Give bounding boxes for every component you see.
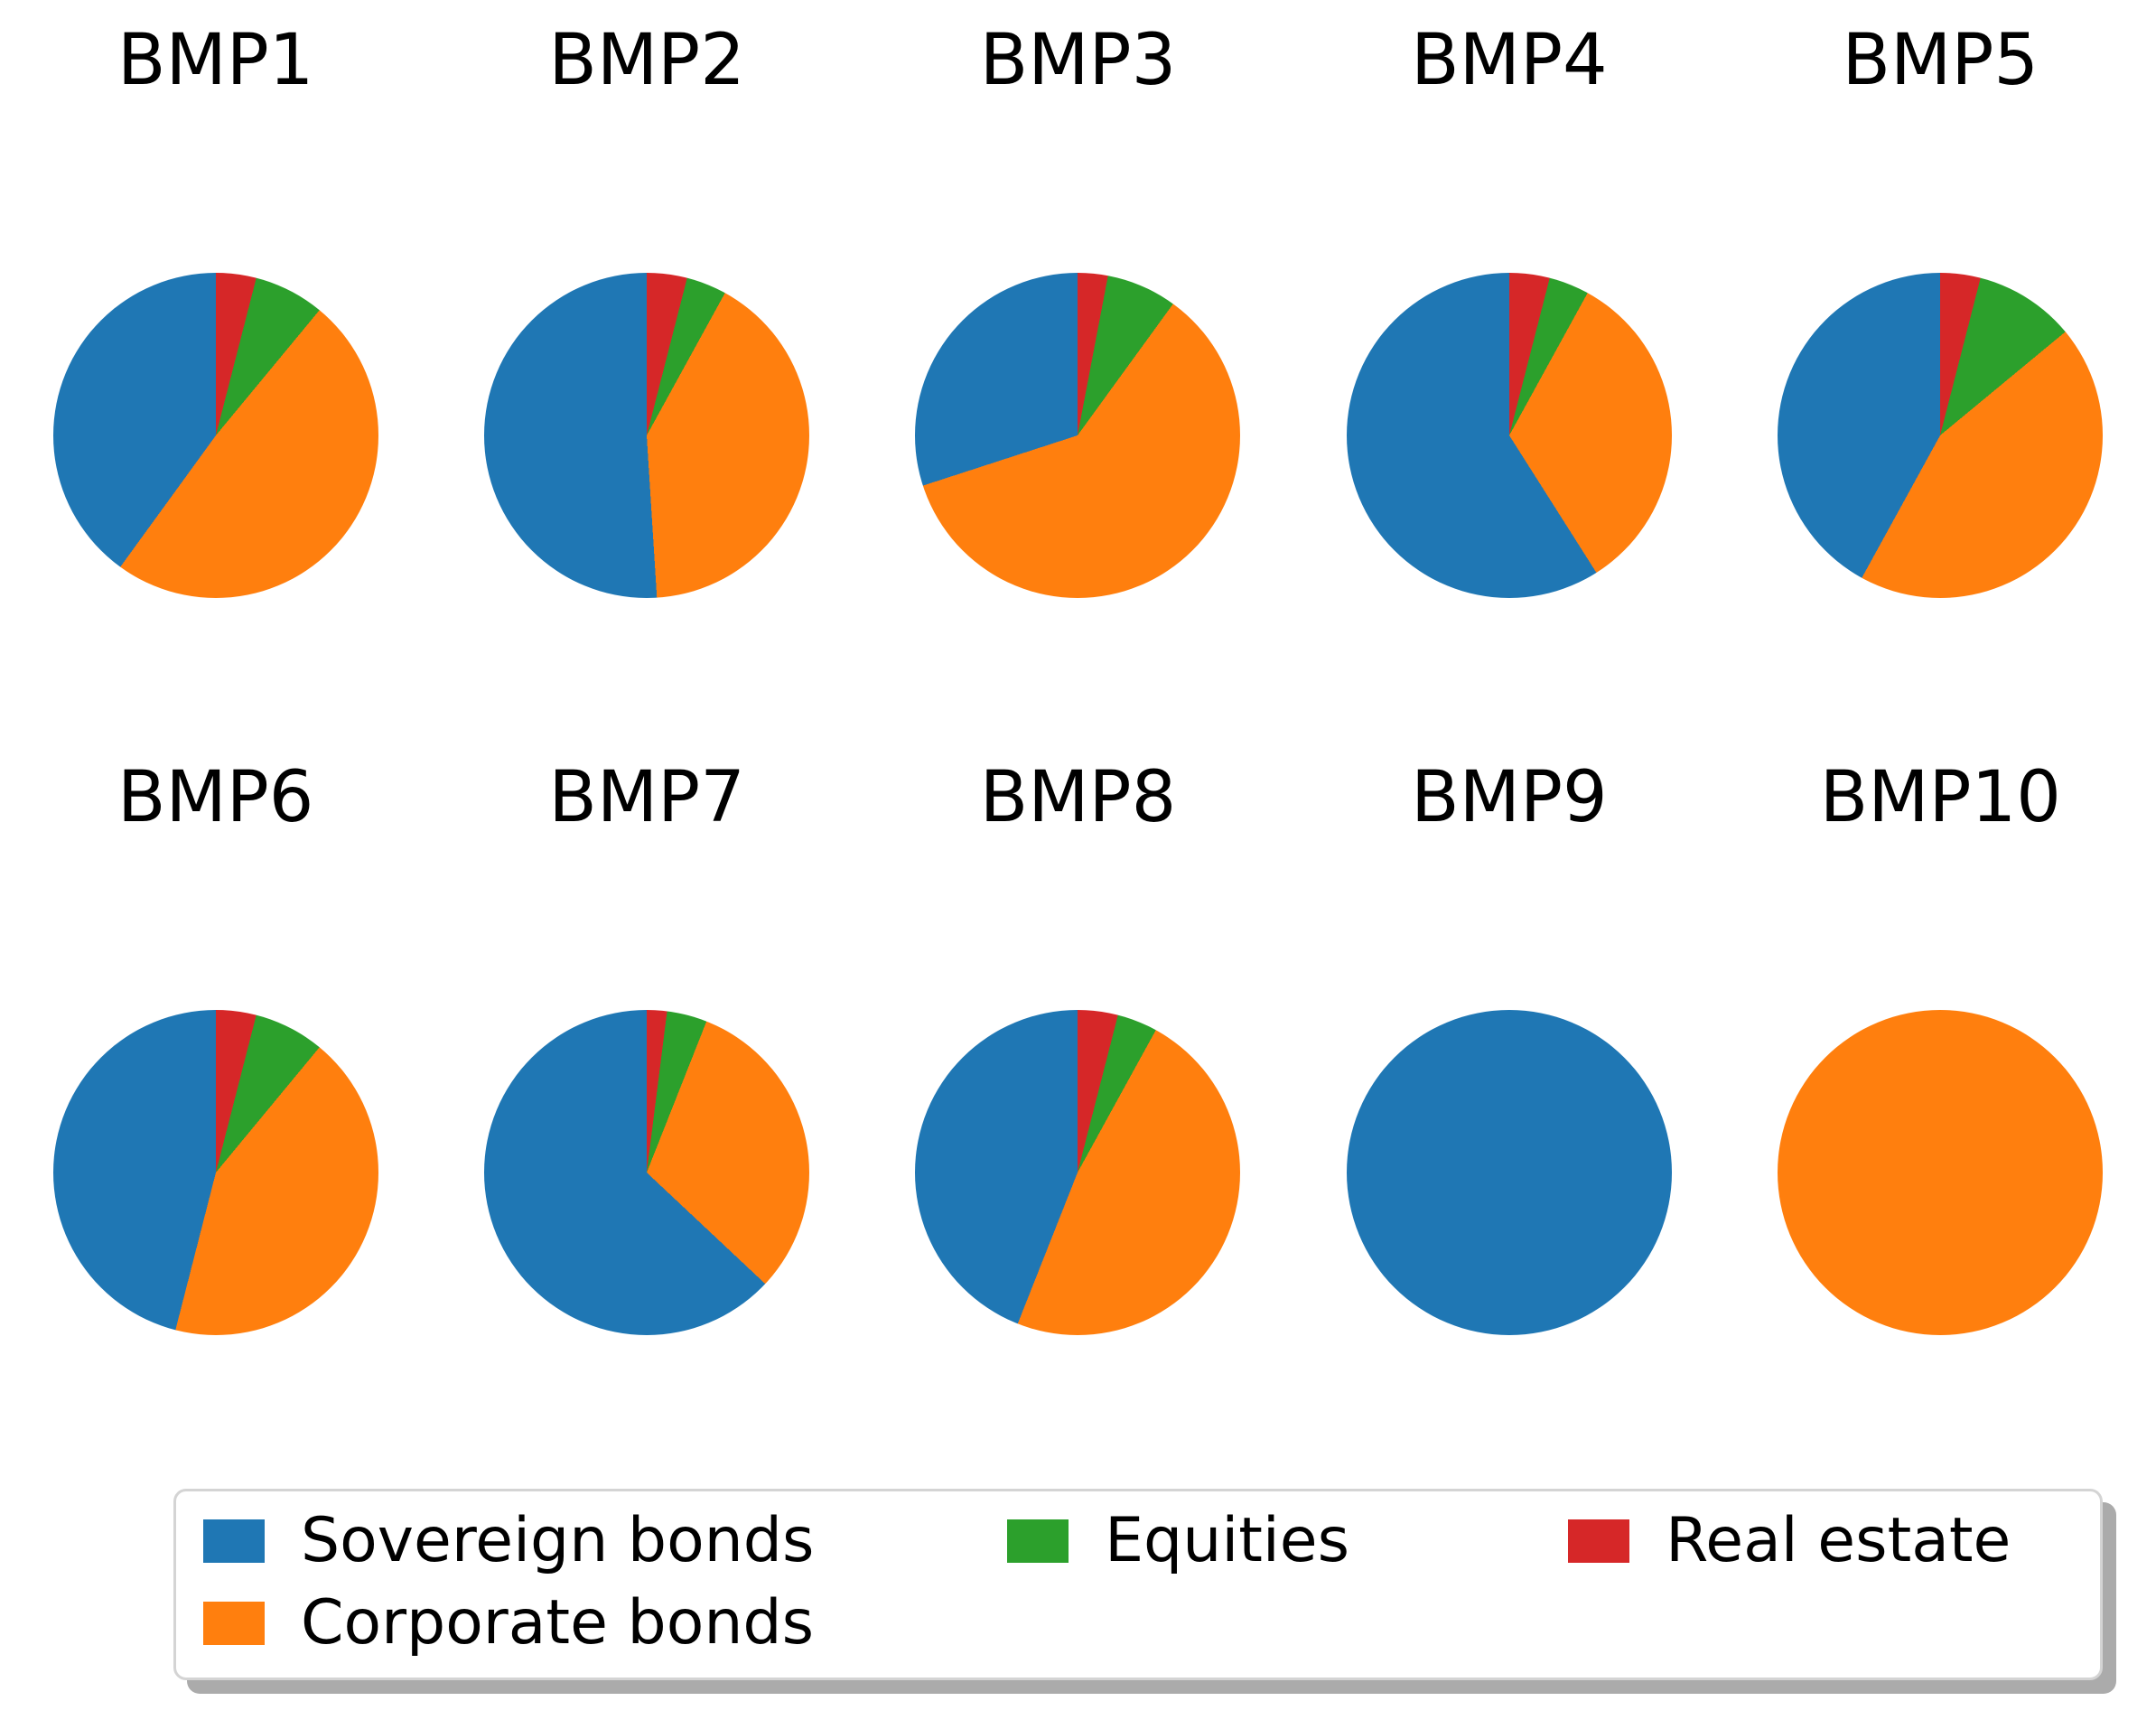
- pie: [915, 273, 1241, 598]
- legend: Sovereign bonds Corporate bonds Equities…: [173, 1489, 2103, 1680]
- pie-grid-row-1: BMP1 BMP2 BMP3 BMP4 BMP5: [0, 0, 2156, 598]
- pie-chart-cell: BMP5: [1725, 0, 2156, 598]
- pie-title: BMP2: [548, 20, 745, 101]
- legend-swatch-corporate-bonds: [203, 1602, 265, 1646]
- pie-title: BMP1: [117, 20, 314, 101]
- legend-label-corporate-bonds: Corporate bonds: [301, 1587, 815, 1659]
- pie: [1778, 273, 2104, 598]
- legend-item-real-estate: Real estate: [1568, 1505, 2073, 1577]
- legend-item-sovereign-bonds: Sovereign bonds: [203, 1505, 1007, 1577]
- pie-chart-cell: BMP7: [431, 696, 862, 1335]
- pie: [1778, 1010, 2104, 1335]
- legend-label-real-estate: Real estate: [1666, 1505, 2011, 1577]
- pie-title: BMP6: [117, 757, 314, 838]
- legend-label-sovereign-bonds: Sovereign bonds: [301, 1505, 815, 1577]
- pie-title: BMP9: [1411, 757, 1608, 838]
- pie: [915, 1010, 1241, 1335]
- legend-item-equities: Equities: [1007, 1505, 1568, 1577]
- legend-label-equities: Equities: [1105, 1505, 1350, 1577]
- pie: [1346, 1010, 1672, 1335]
- pie-title: BMP3: [979, 20, 1177, 101]
- legend-swatch-sovereign-bonds: [203, 1519, 265, 1564]
- pie-title: BMP5: [1842, 20, 2039, 101]
- pie-chart-cell: BMP10: [1725, 696, 2156, 1335]
- pie-title: BMP8: [979, 757, 1177, 838]
- pie-chart-cell: BMP6: [0, 696, 431, 1335]
- pie-chart-cell: BMP9: [1293, 696, 1724, 1335]
- pie: [52, 1010, 378, 1335]
- legend-item-corporate-bonds: Corporate bonds: [203, 1587, 1007, 1659]
- legend-swatch-real-estate: [1568, 1519, 1630, 1564]
- pie-title: BMP4: [1411, 20, 1608, 101]
- pie-grid-row-2: BMP6 BMP7 BMP8 BMP9 BMP10: [0, 696, 2156, 1335]
- pie-chart-cell: BMP8: [863, 696, 1293, 1335]
- pie-title: BMP7: [548, 757, 745, 838]
- pie-title: BMP10: [1819, 757, 2061, 838]
- pie-chart-cell: BMP1: [0, 0, 431, 598]
- pie: [484, 273, 810, 598]
- pie: [52, 273, 378, 598]
- legend-swatch-equities: [1007, 1519, 1069, 1564]
- pie-chart-cell: BMP2: [431, 0, 862, 598]
- pie-chart-cell: BMP4: [1293, 0, 1724, 598]
- pie-chart-cell: BMP3: [863, 0, 1293, 598]
- pie: [1346, 273, 1672, 598]
- pie: [484, 1010, 810, 1335]
